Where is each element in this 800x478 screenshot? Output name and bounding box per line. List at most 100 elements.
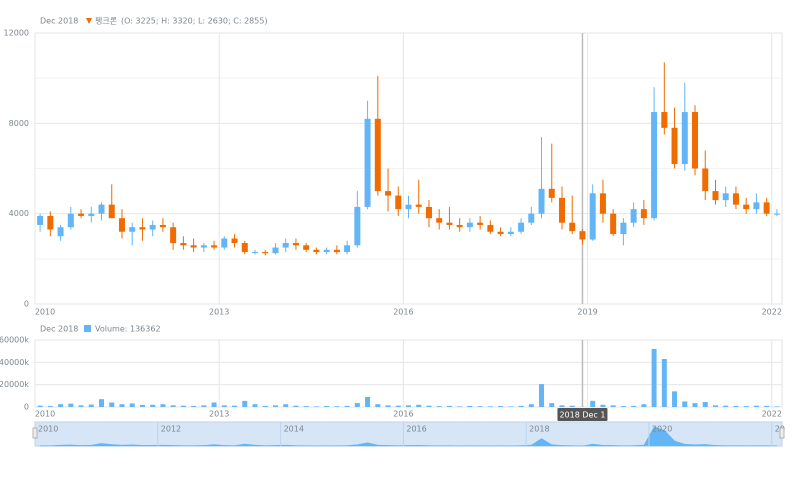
candle-body [610, 213, 617, 234]
candle-body [323, 249, 330, 253]
candle-body [231, 238, 238, 244]
volume-bar [446, 405, 452, 407]
navigator-tick-label: 2012 [161, 425, 181, 434]
legend-values: (O: 3225; H: 3320; L: 2630; C: 2855) [121, 17, 268, 26]
candle-body [159, 224, 166, 228]
volume-bar [518, 405, 524, 407]
crosshair-label: 2018 Dec 1 [559, 411, 605, 420]
candle-body [108, 204, 115, 219]
volume-x-tick-label: 2013 [209, 410, 229, 419]
candle-body [200, 245, 207, 248]
volume-bar [651, 348, 657, 407]
candle-body [620, 222, 627, 234]
candle-body [753, 202, 760, 210]
x-tick-label: 2019 [577, 308, 597, 317]
candle-body [129, 227, 136, 232]
candle-body [415, 204, 422, 207]
navigator-tick-label: 2014 [284, 425, 304, 434]
volume-bar [539, 384, 545, 407]
candle-body [221, 238, 228, 248]
candle-body [732, 193, 739, 205]
candle-body [569, 222, 576, 232]
candle-body [538, 188, 545, 214]
volume-legend-text: Volume: 136362 [95, 325, 161, 334]
candle-body [579, 231, 586, 240]
navigator-tick-label: 2018 [529, 425, 549, 434]
candle-body [149, 224, 156, 230]
volume-bar [58, 404, 64, 407]
volume-y-tick-label: 20000k [0, 380, 29, 389]
candle-body [313, 249, 320, 253]
volume-bar [242, 400, 248, 407]
volume-bar [477, 406, 483, 407]
candle-body [282, 243, 289, 248]
x-tick-label: 2010 [35, 308, 55, 317]
volume-bar [743, 406, 749, 407]
volume-x-tick-label: 2010 [35, 410, 55, 419]
volume-bar [426, 405, 432, 407]
candle-body [241, 243, 248, 253]
candle-body [405, 204, 412, 210]
candle-body [518, 222, 525, 232]
volume-y-tick-label: 60000k [0, 336, 29, 345]
volume-bar [753, 405, 759, 407]
candle-body [118, 218, 125, 232]
volume-bar [764, 405, 770, 407]
volume-x-tick-label: 2016 [393, 410, 413, 419]
volume-bar [549, 403, 555, 407]
candle-body [395, 195, 402, 210]
volume-bar [99, 399, 105, 407]
navigator-handle [32, 427, 38, 439]
candle-body [651, 112, 658, 219]
volume-bar [211, 402, 217, 407]
navigator-tick-label: 2010 [38, 425, 58, 434]
volume-bar [375, 404, 381, 407]
candle-body [170, 227, 177, 244]
volume-bar [487, 406, 493, 407]
volume-bar [406, 405, 411, 407]
volume-bar [395, 405, 401, 407]
candle-body [364, 118, 371, 207]
candle-body [558, 197, 565, 223]
volume-bar [416, 404, 422, 407]
volume-bar [88, 404, 94, 407]
volume-bar [78, 405, 84, 407]
volume-bar [221, 405, 227, 407]
candle-body [252, 252, 259, 254]
candle-body [385, 191, 392, 196]
candle-body [47, 215, 54, 230]
volume-bar [528, 404, 534, 407]
volume-bar [723, 405, 729, 407]
y-tick-label: 4000 [9, 209, 29, 218]
volume-bar [774, 406, 780, 407]
candle-body [292, 243, 299, 246]
candle-body [548, 188, 555, 198]
volume-bar [252, 404, 258, 407]
candle-body [630, 209, 637, 223]
candle-body [507, 231, 514, 234]
volume-bar [129, 403, 135, 407]
volume-bar [324, 405, 330, 407]
volume-bar [344, 405, 350, 407]
x-tick-label: 2013 [209, 308, 229, 317]
candle-body [425, 206, 432, 219]
volume-bar [467, 405, 473, 407]
volume-bar [682, 401, 688, 407]
volume-bar [712, 405, 718, 407]
candle-body [333, 249, 340, 253]
volume-bar [631, 405, 637, 407]
volume-bar [385, 405, 391, 407]
volume-bar [313, 406, 319, 407]
volume-bar [68, 403, 74, 407]
volume-bar [303, 406, 309, 407]
volume-bar [139, 404, 145, 407]
candle-body [661, 112, 668, 128]
volume-bar [191, 405, 197, 407]
candle-body [743, 204, 750, 210]
candle-body [374, 118, 381, 192]
volume-bar [354, 403, 360, 407]
legend-date: Dec 2018 [40, 17, 78, 26]
y-tick-label: 8000 [9, 119, 29, 128]
volume-bar [365, 396, 371, 407]
candle-body [702, 168, 709, 192]
